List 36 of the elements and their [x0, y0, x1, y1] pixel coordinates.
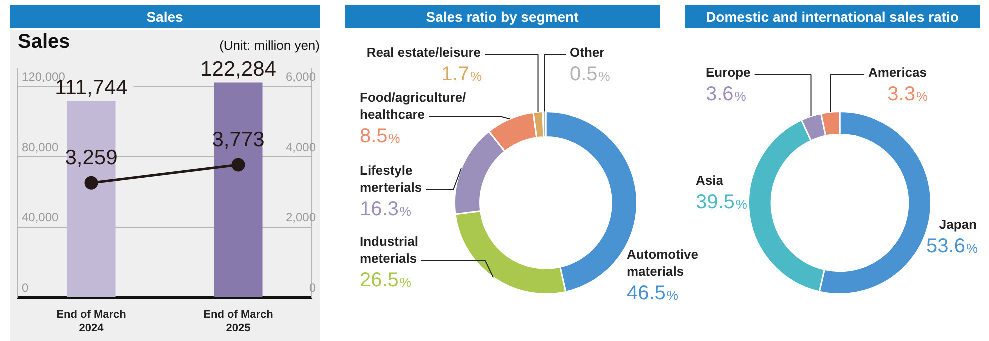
data-label: 3.3% — [888, 84, 928, 106]
y-tick-label: 80,000 — [22, 140, 60, 154]
chart-title: Sales — [10, 5, 320, 28]
data-label: 8.5% — [360, 126, 401, 148]
chart-title: Sales ratio by segment — [345, 5, 660, 28]
data-label: 46.5% — [627, 282, 679, 305]
data-label: 0.5% — [570, 64, 611, 86]
data-label: 26.5% — [360, 270, 412, 292]
slice-label: Lifestyle merterials — [360, 163, 422, 196]
y2-tick-label: 6,000 — [286, 70, 316, 84]
y-tick-label: 0 — [22, 280, 29, 295]
slice-label: Automotive materials — [627, 247, 698, 280]
text: (Unit: million yen) — [220, 38, 320, 53]
slice-label: Asia — [696, 173, 724, 188]
chart-title: Domestic and international sales ratio — [685, 5, 980, 28]
data-label: 16.3% — [360, 198, 412, 221]
data-label: 1.7% — [442, 64, 482, 86]
slice-label: Japan — [939, 217, 978, 232]
x-tick-label: End of March 2025 — [204, 309, 274, 334]
x-tick-label: End of March 2024 — [56, 309, 127, 334]
data-label: 39.5% — [696, 192, 748, 214]
slice-label: Europe — [706, 65, 751, 80]
chart-subtitle: Sales — [18, 31, 70, 54]
y2-tick-label: 0 — [309, 280, 316, 295]
slice-label: Industrial meterials — [360, 234, 419, 266]
data-label: 122,284 — [200, 58, 277, 82]
slice-label: Other — [570, 45, 605, 60]
y2-tick-label: 2,000 — [286, 210, 316, 225]
y-tick-label: 40,000 — [22, 210, 60, 225]
y2-tick-label: 4,000 — [286, 140, 316, 154]
data-label: 3,259 — [65, 146, 118, 170]
slice-label: Americas — [868, 65, 927, 80]
data-label: 53.6% — [926, 236, 978, 258]
slice-label: Food/agriculture/healthcare — [360, 90, 467, 122]
data-label: 3.6% — [706, 84, 747, 106]
slice-label: Real estate/leisure — [366, 45, 481, 60]
